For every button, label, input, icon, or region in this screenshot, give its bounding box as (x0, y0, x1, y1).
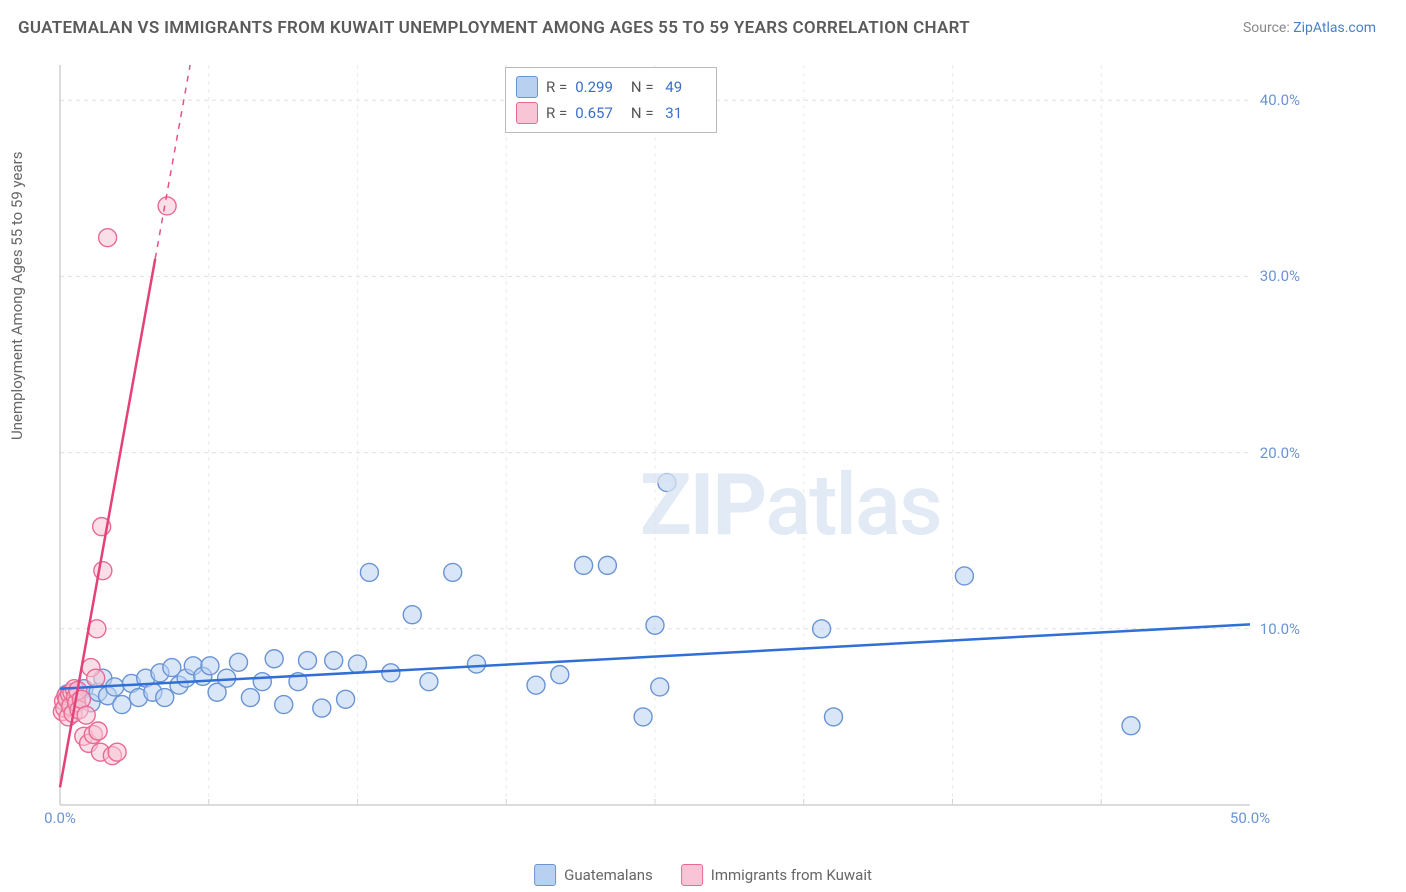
series-legend-item: Immigrants from Kuwait (681, 864, 872, 886)
series-legend-label: Guatemalans (564, 866, 653, 884)
legend-swatch (516, 76, 538, 98)
legend-swatch (534, 864, 556, 886)
legend-swatch (516, 102, 538, 124)
x-tick-label: 0.0% (44, 809, 76, 827)
plot-area: ZIPatlas R =0.299 N = 49R =0.657 N = 31 … (50, 55, 1330, 835)
legend-r-value: 0.657 (575, 104, 619, 122)
y-tick-label: 30.0% (1260, 267, 1300, 285)
correlation-legend-row: R = 0.657 N = 31 (516, 100, 706, 126)
scatter-plot-svg (50, 55, 1330, 835)
legend-swatch (681, 864, 703, 886)
legend-n-value: 31 (662, 104, 706, 122)
y-tick-label: 20.0% (1260, 444, 1300, 462)
source-attribution: Source: ZipAtlas.com (1243, 20, 1376, 36)
y-tick-label: 10.0% (1260, 620, 1300, 638)
y-tick-label: 40.0% (1260, 91, 1300, 109)
x-tick-label: 50.0% (1230, 809, 1270, 827)
legend-r-label: R = (546, 78, 567, 96)
legend-r-label: R = (546, 104, 567, 122)
series-legend-item: Guatemalans (534, 864, 653, 886)
correlation-legend-row: R = 0.299 N = 49 (516, 74, 706, 100)
legend-n-label: N = (627, 78, 653, 96)
source-label: Source: (1243, 20, 1290, 36)
legend-n-label: N = (627, 104, 653, 122)
legend-n-value: 49 (662, 78, 706, 96)
y-axis-label: Unemployment Among Ages 55 to 59 years (8, 152, 26, 440)
chart-title: GUATEMALAN VS IMMIGRANTS FROM KUWAIT UNE… (18, 18, 970, 38)
correlation-legend: R = 0.299 N = 49 R = 0.657 N = 31 (505, 67, 717, 133)
legend-r-value: 0.299 (575, 78, 619, 96)
source-site: ZipAtlas.com (1293, 20, 1376, 36)
series-legend: Guatemalans Immigrants from Kuwait (534, 864, 872, 886)
series-legend-label: Immigrants from Kuwait (711, 866, 872, 884)
